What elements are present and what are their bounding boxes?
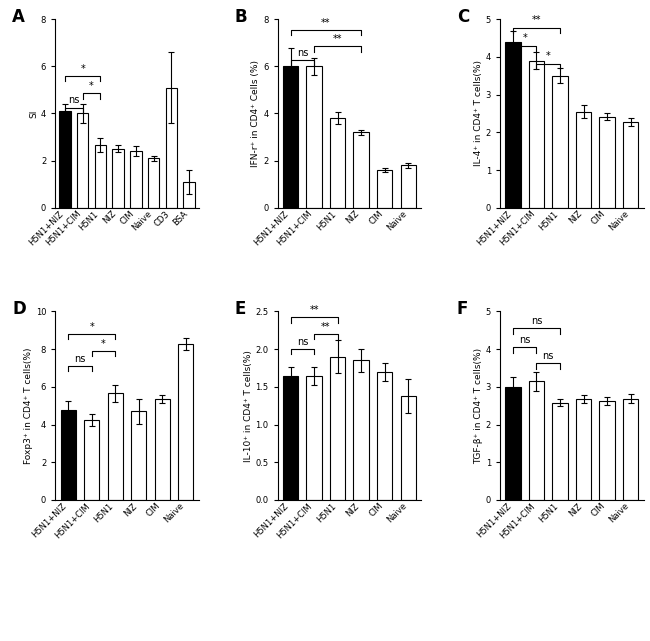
- Text: **: **: [321, 322, 331, 332]
- Bar: [576, 112, 591, 208]
- Bar: [623, 399, 638, 500]
- Bar: [283, 376, 298, 500]
- Y-axis label: SI: SI: [29, 110, 38, 118]
- Text: ns: ns: [531, 316, 542, 326]
- Text: F: F: [457, 300, 469, 318]
- Bar: [505, 42, 521, 208]
- Bar: [84, 420, 99, 500]
- Y-axis label: TGF-β⁺ in CD4⁺ T cells(%): TGF-β⁺ in CD4⁺ T cells(%): [474, 347, 483, 464]
- Text: ns: ns: [296, 48, 308, 58]
- Text: ns: ns: [296, 337, 308, 347]
- Text: ns: ns: [543, 351, 554, 362]
- Bar: [95, 146, 106, 208]
- Bar: [576, 399, 591, 500]
- Text: **: **: [321, 17, 331, 28]
- Text: *: *: [523, 33, 527, 44]
- Text: ns: ns: [74, 354, 86, 364]
- Text: *: *: [546, 51, 551, 62]
- Bar: [400, 165, 416, 208]
- Text: D: D: [12, 300, 26, 318]
- Bar: [108, 394, 123, 500]
- Bar: [377, 372, 393, 500]
- Bar: [148, 158, 159, 208]
- Bar: [529, 61, 544, 208]
- Text: E: E: [235, 300, 246, 318]
- Bar: [306, 376, 322, 500]
- Bar: [377, 170, 393, 208]
- Bar: [330, 356, 345, 500]
- Bar: [178, 344, 194, 500]
- Bar: [306, 67, 322, 208]
- Text: *: *: [101, 339, 106, 349]
- Bar: [354, 360, 369, 500]
- Bar: [60, 410, 76, 500]
- Bar: [552, 76, 567, 208]
- Bar: [283, 67, 298, 208]
- Y-axis label: IFN-r⁺ in CD4⁺ Cells (%): IFN-r⁺ in CD4⁺ Cells (%): [252, 60, 261, 167]
- Text: B: B: [235, 8, 247, 26]
- Text: *: *: [89, 81, 94, 91]
- Bar: [130, 151, 142, 208]
- Bar: [330, 118, 345, 208]
- Bar: [599, 117, 615, 208]
- Text: A: A: [12, 8, 25, 26]
- Bar: [599, 401, 615, 500]
- Text: **: **: [333, 34, 343, 44]
- Bar: [505, 387, 521, 500]
- Y-axis label: Foxp3⁺ in CD4⁺ T cells(%): Foxp3⁺ in CD4⁺ T cells(%): [24, 347, 33, 464]
- Bar: [623, 122, 638, 208]
- Bar: [166, 88, 177, 208]
- Bar: [155, 399, 170, 500]
- Bar: [529, 381, 544, 500]
- Y-axis label: IL-4⁺ in CD4⁺ T cells(%): IL-4⁺ in CD4⁺ T cells(%): [474, 60, 483, 167]
- Bar: [552, 403, 567, 500]
- Text: ns: ns: [519, 335, 530, 345]
- Bar: [131, 412, 146, 500]
- Bar: [77, 113, 88, 208]
- Bar: [59, 111, 71, 208]
- Bar: [400, 396, 416, 500]
- Text: *: *: [81, 63, 85, 74]
- Text: ns: ns: [68, 96, 79, 105]
- Bar: [112, 149, 124, 208]
- Y-axis label: IL-10⁺ in CD4⁺ T cells(%): IL-10⁺ in CD4⁺ T cells(%): [244, 350, 253, 462]
- Bar: [183, 182, 195, 208]
- Text: C: C: [457, 8, 469, 26]
- Text: **: **: [532, 15, 541, 25]
- Text: **: **: [309, 305, 319, 315]
- Text: *: *: [89, 322, 94, 332]
- Bar: [354, 132, 369, 208]
